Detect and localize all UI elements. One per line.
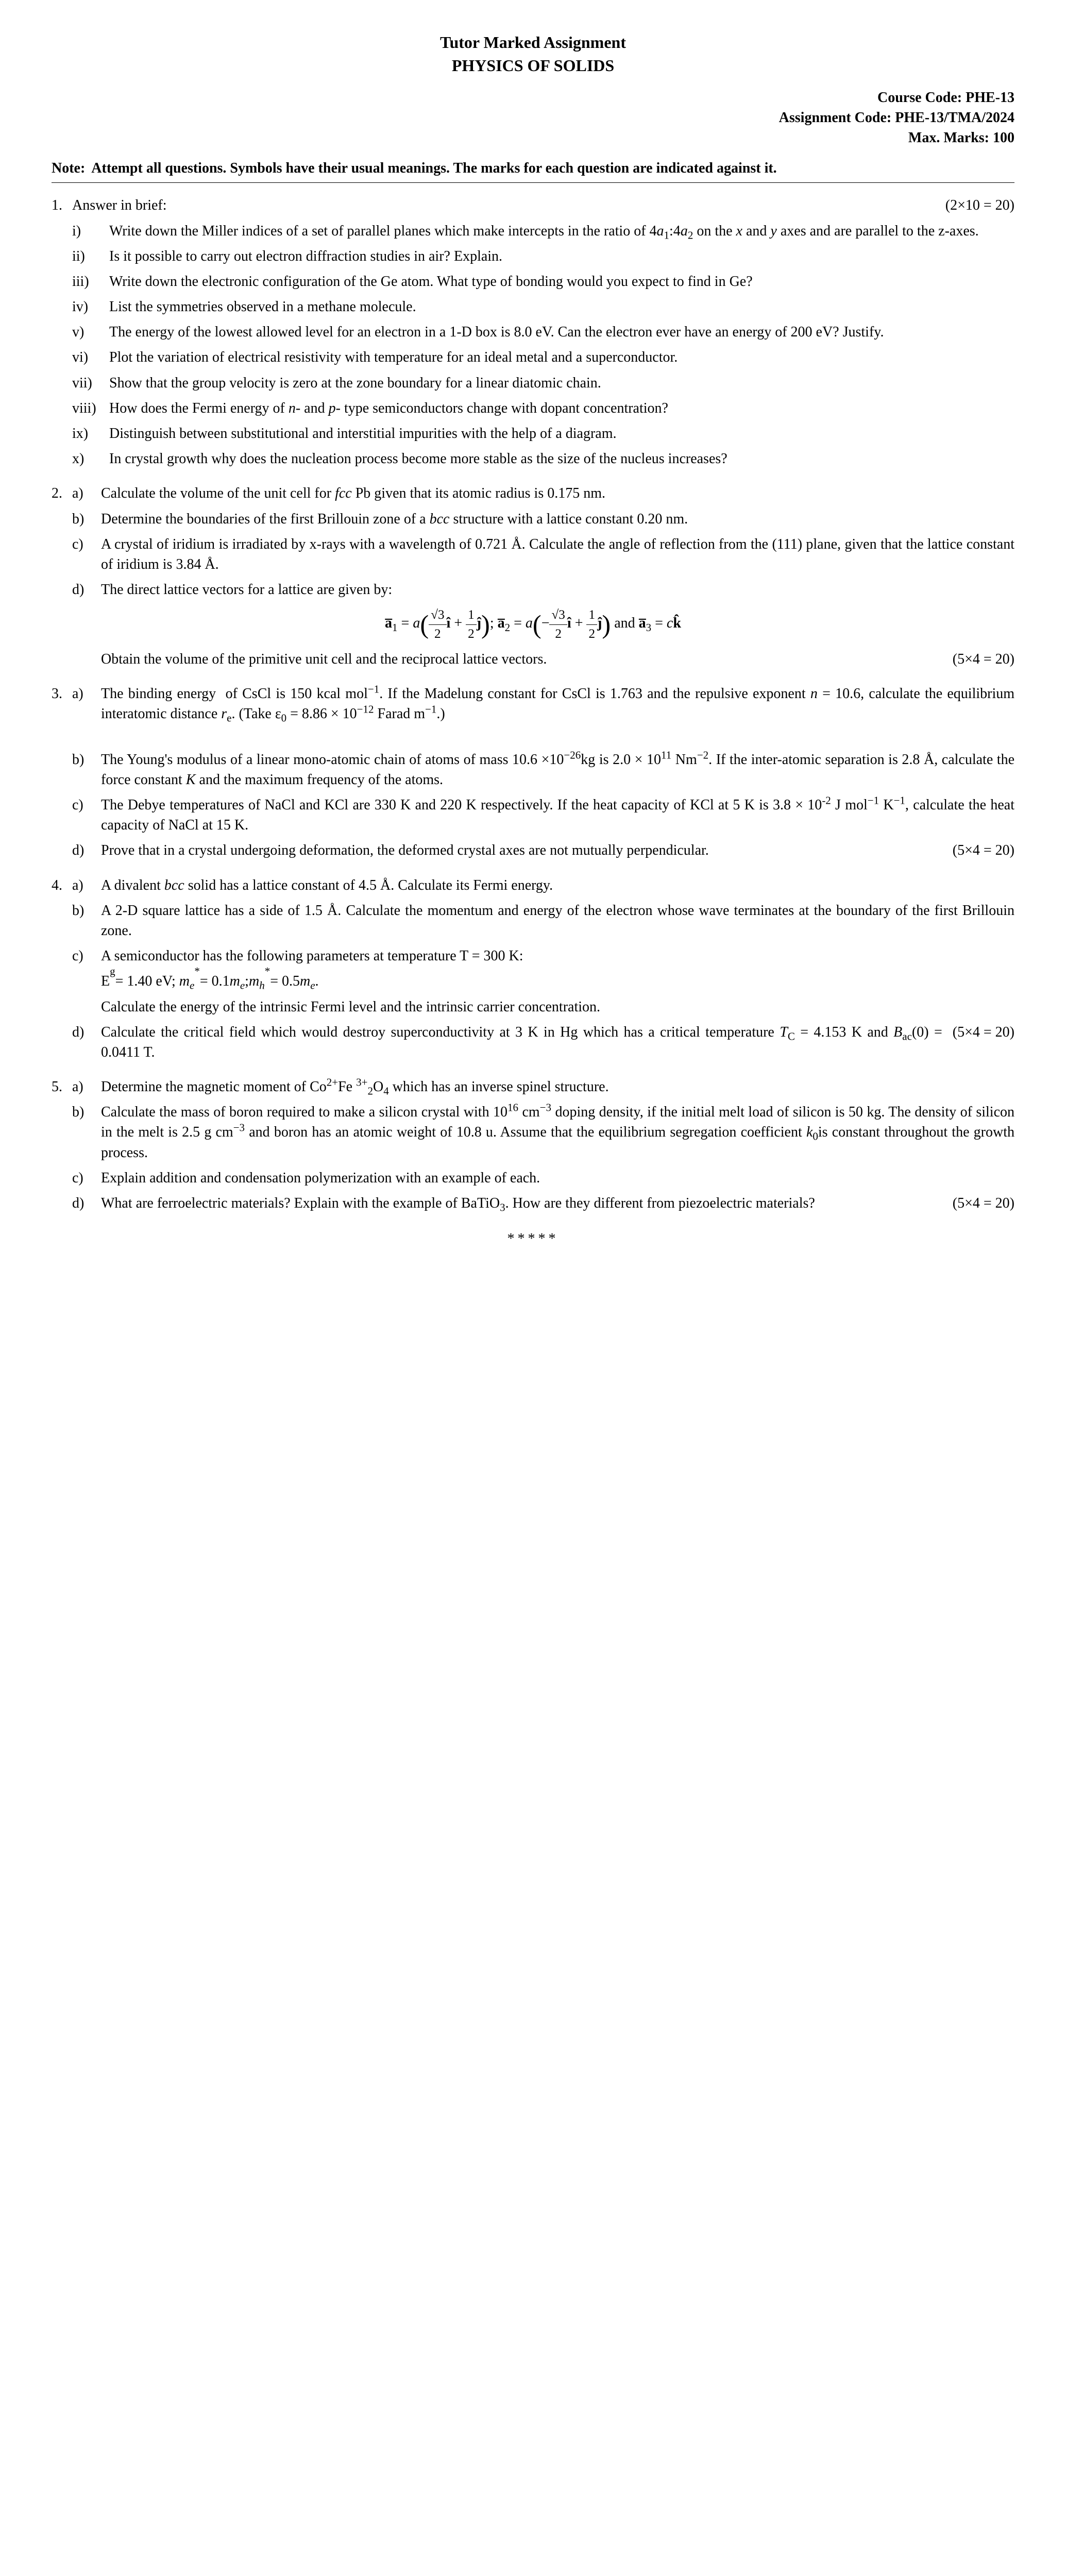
end-marker: ***** (52, 1229, 1014, 1249)
assignment-code: Assignment Code: PHE-13/TMA/2024 (52, 108, 1014, 128)
note-text: Attempt all questions. Symbols have thei… (91, 158, 1014, 178)
q2-c-label: c) (72, 534, 101, 574)
q1-ii-text: Is it possible to carry out electron dif… (109, 246, 1014, 266)
q2-d-equation: a̅1 = a(√32î + 12ĵ); a̅2 = a(−√32î + 12ĵ… (52, 606, 1014, 643)
q1-iii-text: Write down the electronic configuration … (109, 272, 1014, 292)
q2-num: 2. (52, 483, 72, 503)
q4-c-label: c) (72, 946, 101, 966)
q2-b-text: Determine the boundaries of the first Br… (101, 509, 1014, 529)
q1-v-label: v) (72, 322, 109, 342)
q5-d-label: d) (72, 1193, 101, 1213)
max-marks: Max. Marks: 100 (52, 128, 1014, 148)
course-code: Course Code: PHE-13 (52, 88, 1014, 108)
q1-intro: Answer in brief: (72, 195, 935, 215)
question-2: 2. a) Calculate the volume of the unit c… (52, 483, 1014, 669)
q3-d-label: d) (72, 840, 101, 860)
q1-marks: (2×10 = 20) (935, 195, 1014, 215)
q5-b-label: b) (72, 1102, 101, 1163)
q1-iv-text: List the symmetries observed in a methan… (109, 297, 1014, 317)
q2-marks: (5×4 = 20) (942, 649, 1014, 669)
q3-c-label: c) (72, 795, 101, 835)
q4-marks: (5×4 = 20) (942, 1022, 1014, 1062)
q1-x-label: x) (72, 449, 109, 469)
note-label: Note: (52, 158, 91, 178)
note-row: Note: Attempt all questions. Symbols hav… (52, 158, 1014, 183)
q4-num: 4. (52, 875, 72, 895)
q5-c-text: Explain addition and condensation polyme… (101, 1168, 1014, 1188)
q4-a-label: a) (72, 875, 101, 895)
title-sub: PHYSICS OF SOLIDS (52, 54, 1014, 77)
q3-c-text: The Debye temperatures of NaCl and KCl a… (101, 795, 1014, 835)
q5-b-text: Calculate the mass of boron required to … (101, 1102, 1014, 1163)
title-main: Tutor Marked Assignment (52, 31, 1014, 54)
q1-vii-label: vii) (72, 373, 109, 393)
q1-x-text: In crystal growth why does the nucleatio… (109, 449, 1014, 469)
q2-d-post: Obtain the volume of the primitive unit … (101, 649, 942, 669)
q3-marks: (5×4 = 20) (942, 840, 1014, 860)
q4-d-text: Calculate the critical field which would… (101, 1022, 942, 1062)
q2-b-label: b) (72, 509, 101, 529)
q5-a-text: Determine the magnetic moment of Co2+Fe … (101, 1077, 1014, 1097)
q4-c-eq: Eg = 1.40 eV; me* = 0.1 me ; mh* = 0.5 m… (101, 971, 1014, 991)
q1-iii-label: iii) (72, 272, 109, 292)
q4-a-text: A divalent bcc solid has a lattice const… (101, 875, 1014, 895)
q3-a-label: a) (72, 684, 101, 704)
q5-marks: (5×4 = 20) (942, 1193, 1014, 1213)
question-4: 4. a) A divalent bcc solid has a lattice… (52, 875, 1014, 1063)
question-5: 5. a) Determine the magnetic moment of C… (52, 1077, 1014, 1213)
q3-num: 3. (52, 684, 72, 704)
q1-ii-label: ii) (72, 246, 109, 266)
q3-b-label: b) (72, 750, 101, 790)
q1-num: 1. (52, 195, 72, 215)
q3-b-text: The Young's modulus of a linear mono-ato… (101, 750, 1014, 790)
q3-a-text: The binding energy of CsCl is 150 kcal m… (101, 684, 1014, 724)
q4-c-pre: A semiconductor has the following parame… (101, 946, 1014, 966)
q1-viii-label: viii) (72, 398, 109, 418)
q4-b-text: A 2-D square lattice has a side of 1.5 Å… (101, 901, 1014, 941)
q4-d-label: d) (72, 1022, 101, 1062)
q1-ix-text: Distinguish between substitutional and i… (109, 423, 1014, 444)
q2-a-text: Calculate the volume of the unit cell fo… (101, 483, 1014, 503)
q1-iv-label: iv) (72, 297, 109, 317)
q1-ix-label: ix) (72, 423, 109, 444)
q4-c-post: Calculate the energy of the intrinsic Fe… (101, 997, 1014, 1017)
q1-v-text: The energy of the lowest allowed level f… (109, 322, 1014, 342)
q5-c-label: c) (72, 1168, 101, 1188)
q1-i-text: Write down the Miller indices of a set o… (109, 221, 1014, 241)
question-3: 3. a) The binding energy of CsCl is 150 … (52, 684, 1014, 861)
q5-a-label: a) (72, 1077, 101, 1097)
q1-viii-text: How does the Fermi energy of n- and p- t… (109, 398, 1014, 418)
q4-b-label: b) (72, 901, 101, 941)
q5-num: 5. (52, 1077, 72, 1097)
q2-a-label: a) (72, 483, 101, 503)
q1-vi-label: vi) (72, 347, 109, 367)
q1-vi-text: Plot the variation of electrical resisti… (109, 347, 1014, 367)
q3-d-text: Prove that in a crystal undergoing defor… (101, 840, 942, 860)
question-1: 1. Answer in brief: (2×10 = 20) i)Write … (52, 195, 1014, 469)
q1-vii-text: Show that the group velocity is zero at … (109, 373, 1014, 393)
title-block: Tutor Marked Assignment PHYSICS OF SOLID… (52, 31, 1014, 77)
q2-c-text: A crystal of iridium is irradiated by x-… (101, 534, 1014, 574)
q5-d-text: What are ferroelectric materials? Explai… (101, 1193, 942, 1213)
q1-i-label: i) (72, 221, 109, 241)
q2-d-pre: The direct lattice vectors for a lattice… (101, 580, 1014, 600)
meta-block: Course Code: PHE-13 Assignment Code: PHE… (52, 88, 1014, 148)
q2-d-label: d) (72, 580, 101, 600)
